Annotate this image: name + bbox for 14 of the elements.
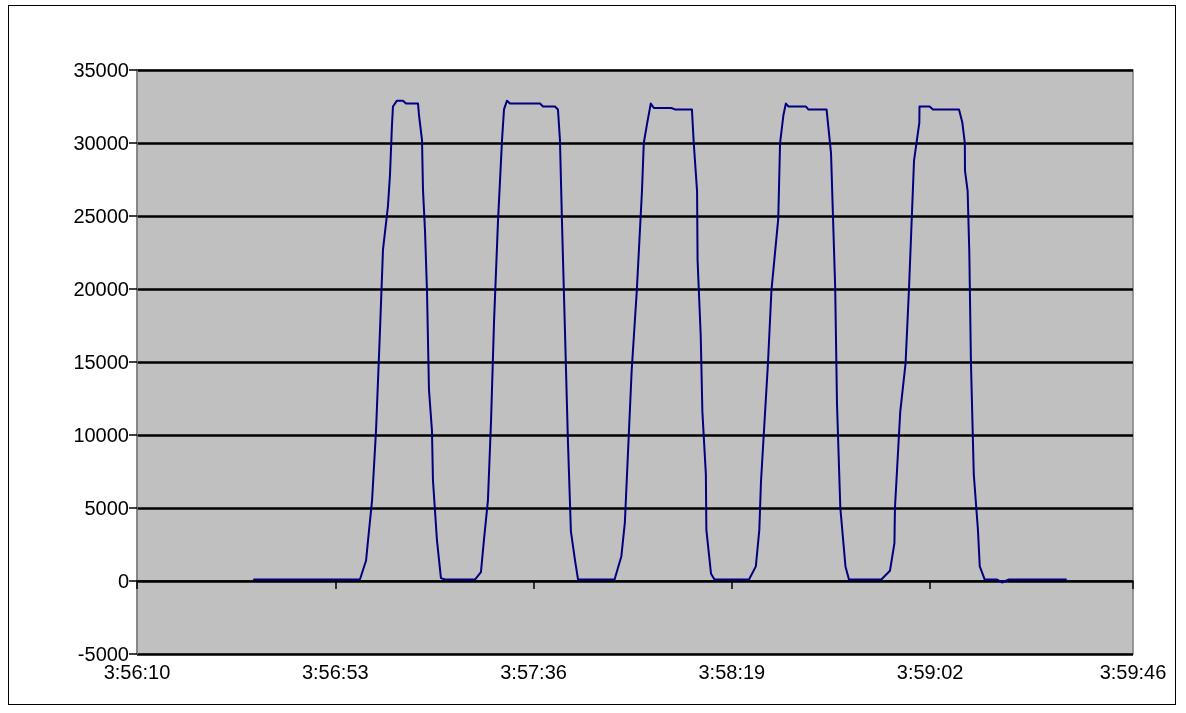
x-tick-label: 3:58:19 (698, 661, 766, 683)
x-tick-label: 3:59:02 (896, 661, 964, 683)
y-tick-label: 15000 (73, 351, 129, 373)
x-tick-label: 3:57:36 (500, 661, 567, 683)
y-tick-label: 0 (117, 570, 129, 592)
y-tick-label: 30000 (73, 132, 129, 154)
y-tick-label: 10000 (73, 424, 129, 446)
y-tick-label: 5000 (84, 497, 129, 519)
y-tick-label: 20000 (73, 278, 129, 300)
x-tick-label: 3:56:53 (301, 661, 369, 683)
y-tick-label: 25000 (73, 205, 129, 227)
y-tick-label: 35000 (73, 59, 129, 81)
x-tick-label: 3:59:46 (1099, 661, 1167, 683)
line-series (253, 99, 1067, 584)
